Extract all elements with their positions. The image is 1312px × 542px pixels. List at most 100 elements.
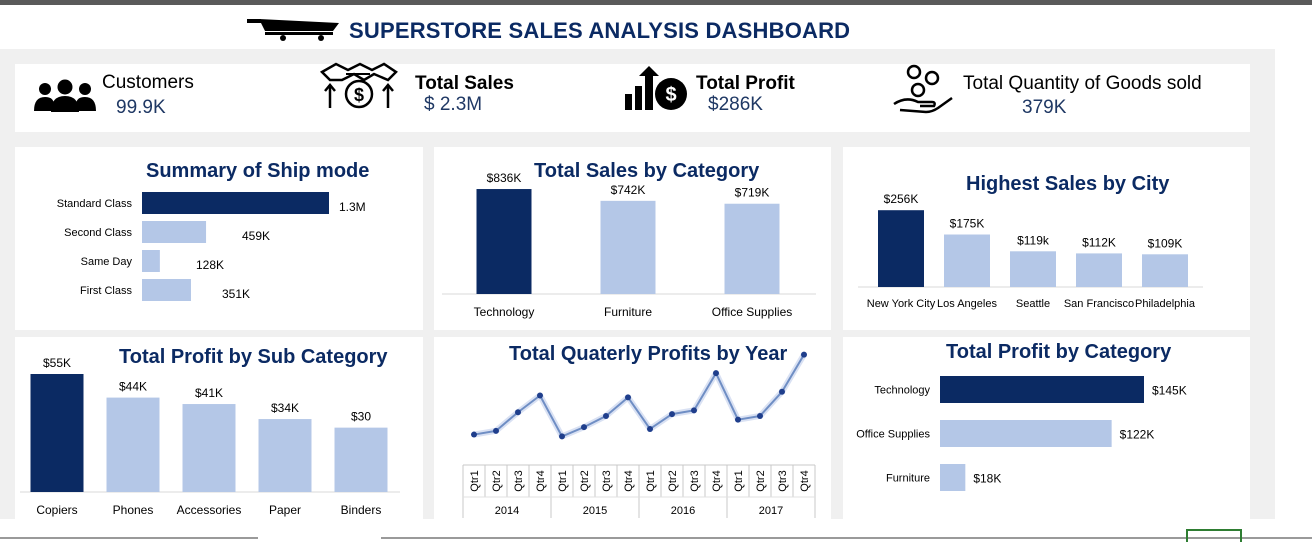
data-label: $145K	[1152, 384, 1187, 398]
bar	[182, 404, 236, 492]
category-label: San Francisco	[1064, 298, 1134, 310]
data-label: $112K	[1082, 235, 1116, 249]
data-point	[515, 409, 521, 416]
ship-mode-chart: Standard Class 1.3M Second Class 459K Same D…	[57, 192, 366, 301]
data-label: $34K	[271, 401, 299, 415]
data-point	[603, 412, 609, 419]
bar	[1076, 253, 1122, 287]
data-point	[537, 392, 543, 399]
bar	[1142, 254, 1188, 287]
category-label: Copiers	[36, 503, 77, 517]
data-label: $109K	[1148, 236, 1183, 250]
data-point	[625, 394, 631, 401]
quarter-tick-label: Qtr3	[601, 470, 613, 491]
category-label: Furniture	[604, 305, 652, 319]
quarterly-profits-title: Total Quaterly Profits by Year	[509, 343, 788, 365]
profit-by-subcategory-panel: Total Profit by Sub Category $55K Copiers…	[15, 337, 423, 519]
data-label: $742K	[611, 183, 646, 197]
category-label: Office Supplies	[712, 305, 793, 319]
category-label: Phones	[113, 503, 154, 517]
quarter-tick-label: Qtr1	[733, 470, 745, 491]
profit-by-category-title: Total Profit by Category	[946, 341, 1172, 363]
profit-by-category-panel: Total Profit by Category Technology $145K…	[843, 337, 1250, 519]
data-point	[779, 388, 785, 395]
bar	[142, 221, 207, 243]
sales-by-category-panel: Total Sales by Category $836K Technology $…	[434, 147, 831, 330]
page-title: SUPERSTORE SALES ANALYSIS DASHBOARD	[349, 18, 851, 43]
data-label: 128K	[196, 258, 224, 272]
data-label: 1.3M	[339, 200, 366, 214]
year-tick-label: 2016	[671, 505, 695, 517]
profit-by-category-chart: Technology $145K Office Supplies $122K Furni…	[856, 376, 1187, 491]
profit-by-subcategory-chart: $55K Copiers $44K Phones $41K Accessories $34K…	[20, 356, 400, 517]
category-label: Paper	[269, 503, 301, 517]
series-line	[473, 354, 805, 438]
total-profit-value: $286K	[708, 94, 763, 115]
data-label: $119k	[1017, 233, 1050, 247]
bar	[258, 419, 312, 492]
svg-text:$: $	[665, 84, 676, 106]
kpi-strip: Customers 99.9K $ Total Sales $ 2.3M $ T…	[15, 62, 1250, 132]
data-label: $122K	[1120, 428, 1155, 442]
growth-chart-dollar-icon: $	[625, 66, 687, 110]
total-sales-value: $ 2.3M	[424, 94, 483, 115]
category-label: Philadelphia	[1135, 298, 1196, 310]
data-label: $256K	[884, 192, 919, 206]
data-point	[647, 425, 653, 432]
sheet-tab-gap	[258, 537, 381, 539]
quarter-tick-label: Qtr3	[513, 470, 525, 491]
data-point	[801, 351, 807, 358]
data-point	[757, 412, 763, 419]
bar	[142, 192, 329, 214]
total-profit-label: Total Profit	[696, 73, 795, 94]
data-label: $18K	[973, 472, 1001, 486]
bar	[476, 189, 532, 294]
quarter-tick-label: Qtr4	[799, 470, 811, 491]
quarter-tick-label: Qtr4	[535, 470, 547, 491]
bar	[940, 464, 966, 491]
svg-text:$: $	[354, 85, 364, 105]
category-label: Seattle	[1016, 298, 1050, 310]
data-point	[493, 427, 499, 434]
bar	[878, 210, 924, 287]
people-icon	[34, 79, 96, 112]
category-label: Technology	[474, 305, 535, 319]
category-label: Same Day	[81, 256, 133, 268]
sheet-divider	[0, 537, 1312, 539]
data-point	[559, 433, 565, 440]
data-point	[669, 411, 675, 418]
category-label: New York City	[867, 298, 936, 310]
quarter-tick-label: Qtr2	[667, 470, 679, 491]
quarter-tick-label: Qtr2	[579, 470, 591, 491]
data-point	[713, 370, 719, 377]
category-label: Furniture	[886, 473, 930, 485]
data-point	[735, 416, 741, 423]
bar	[334, 427, 388, 492]
series-line-glow	[473, 353, 807, 440]
category-label: Standard Class	[57, 198, 133, 210]
category-label: Second Class	[64, 227, 132, 239]
data-point	[581, 424, 587, 431]
quarter-tick-label: Qtr3	[777, 470, 789, 491]
data-point	[471, 431, 477, 438]
total-quantity-label: Total Quantity of Goods sold	[963, 73, 1202, 94]
bar	[940, 420, 1112, 447]
ship-mode-panel: Summary of Ship mode Standard Class 1.3M S…	[15, 147, 423, 330]
total-quantity-value: 379K	[1022, 97, 1067, 118]
quarter-tick-label: Qtr1	[469, 470, 481, 491]
bar	[1010, 251, 1056, 287]
sales-by-city-title: Highest Sales by City	[966, 173, 1170, 195]
quarterly-profits-chart: Qtr1 Qtr2 Qtr3 Qtr4 Qtr1 Qtr2 Qtr3 Qtr4 Qtr1 Qtr2…	[462, 351, 816, 518]
bottom-bar	[0, 519, 1312, 540]
handshake-dollar-icon: $	[319, 62, 398, 109]
bar	[142, 279, 191, 301]
category-label: Office Supplies	[856, 429, 930, 441]
sales-by-city-chart: $256K New York City $175K Los Angeles $119k S…	[858, 192, 1203, 310]
bar	[142, 250, 160, 272]
data-label: $30	[351, 410, 371, 424]
year-tick-label: 2014	[495, 505, 519, 517]
quarter-tick-label: Qtr2	[755, 470, 767, 491]
year-tick-label: 2015	[583, 505, 607, 517]
quarter-tick-label: Qtr2	[491, 470, 503, 491]
ship-mode-title: Summary of Ship mode	[146, 160, 370, 182]
